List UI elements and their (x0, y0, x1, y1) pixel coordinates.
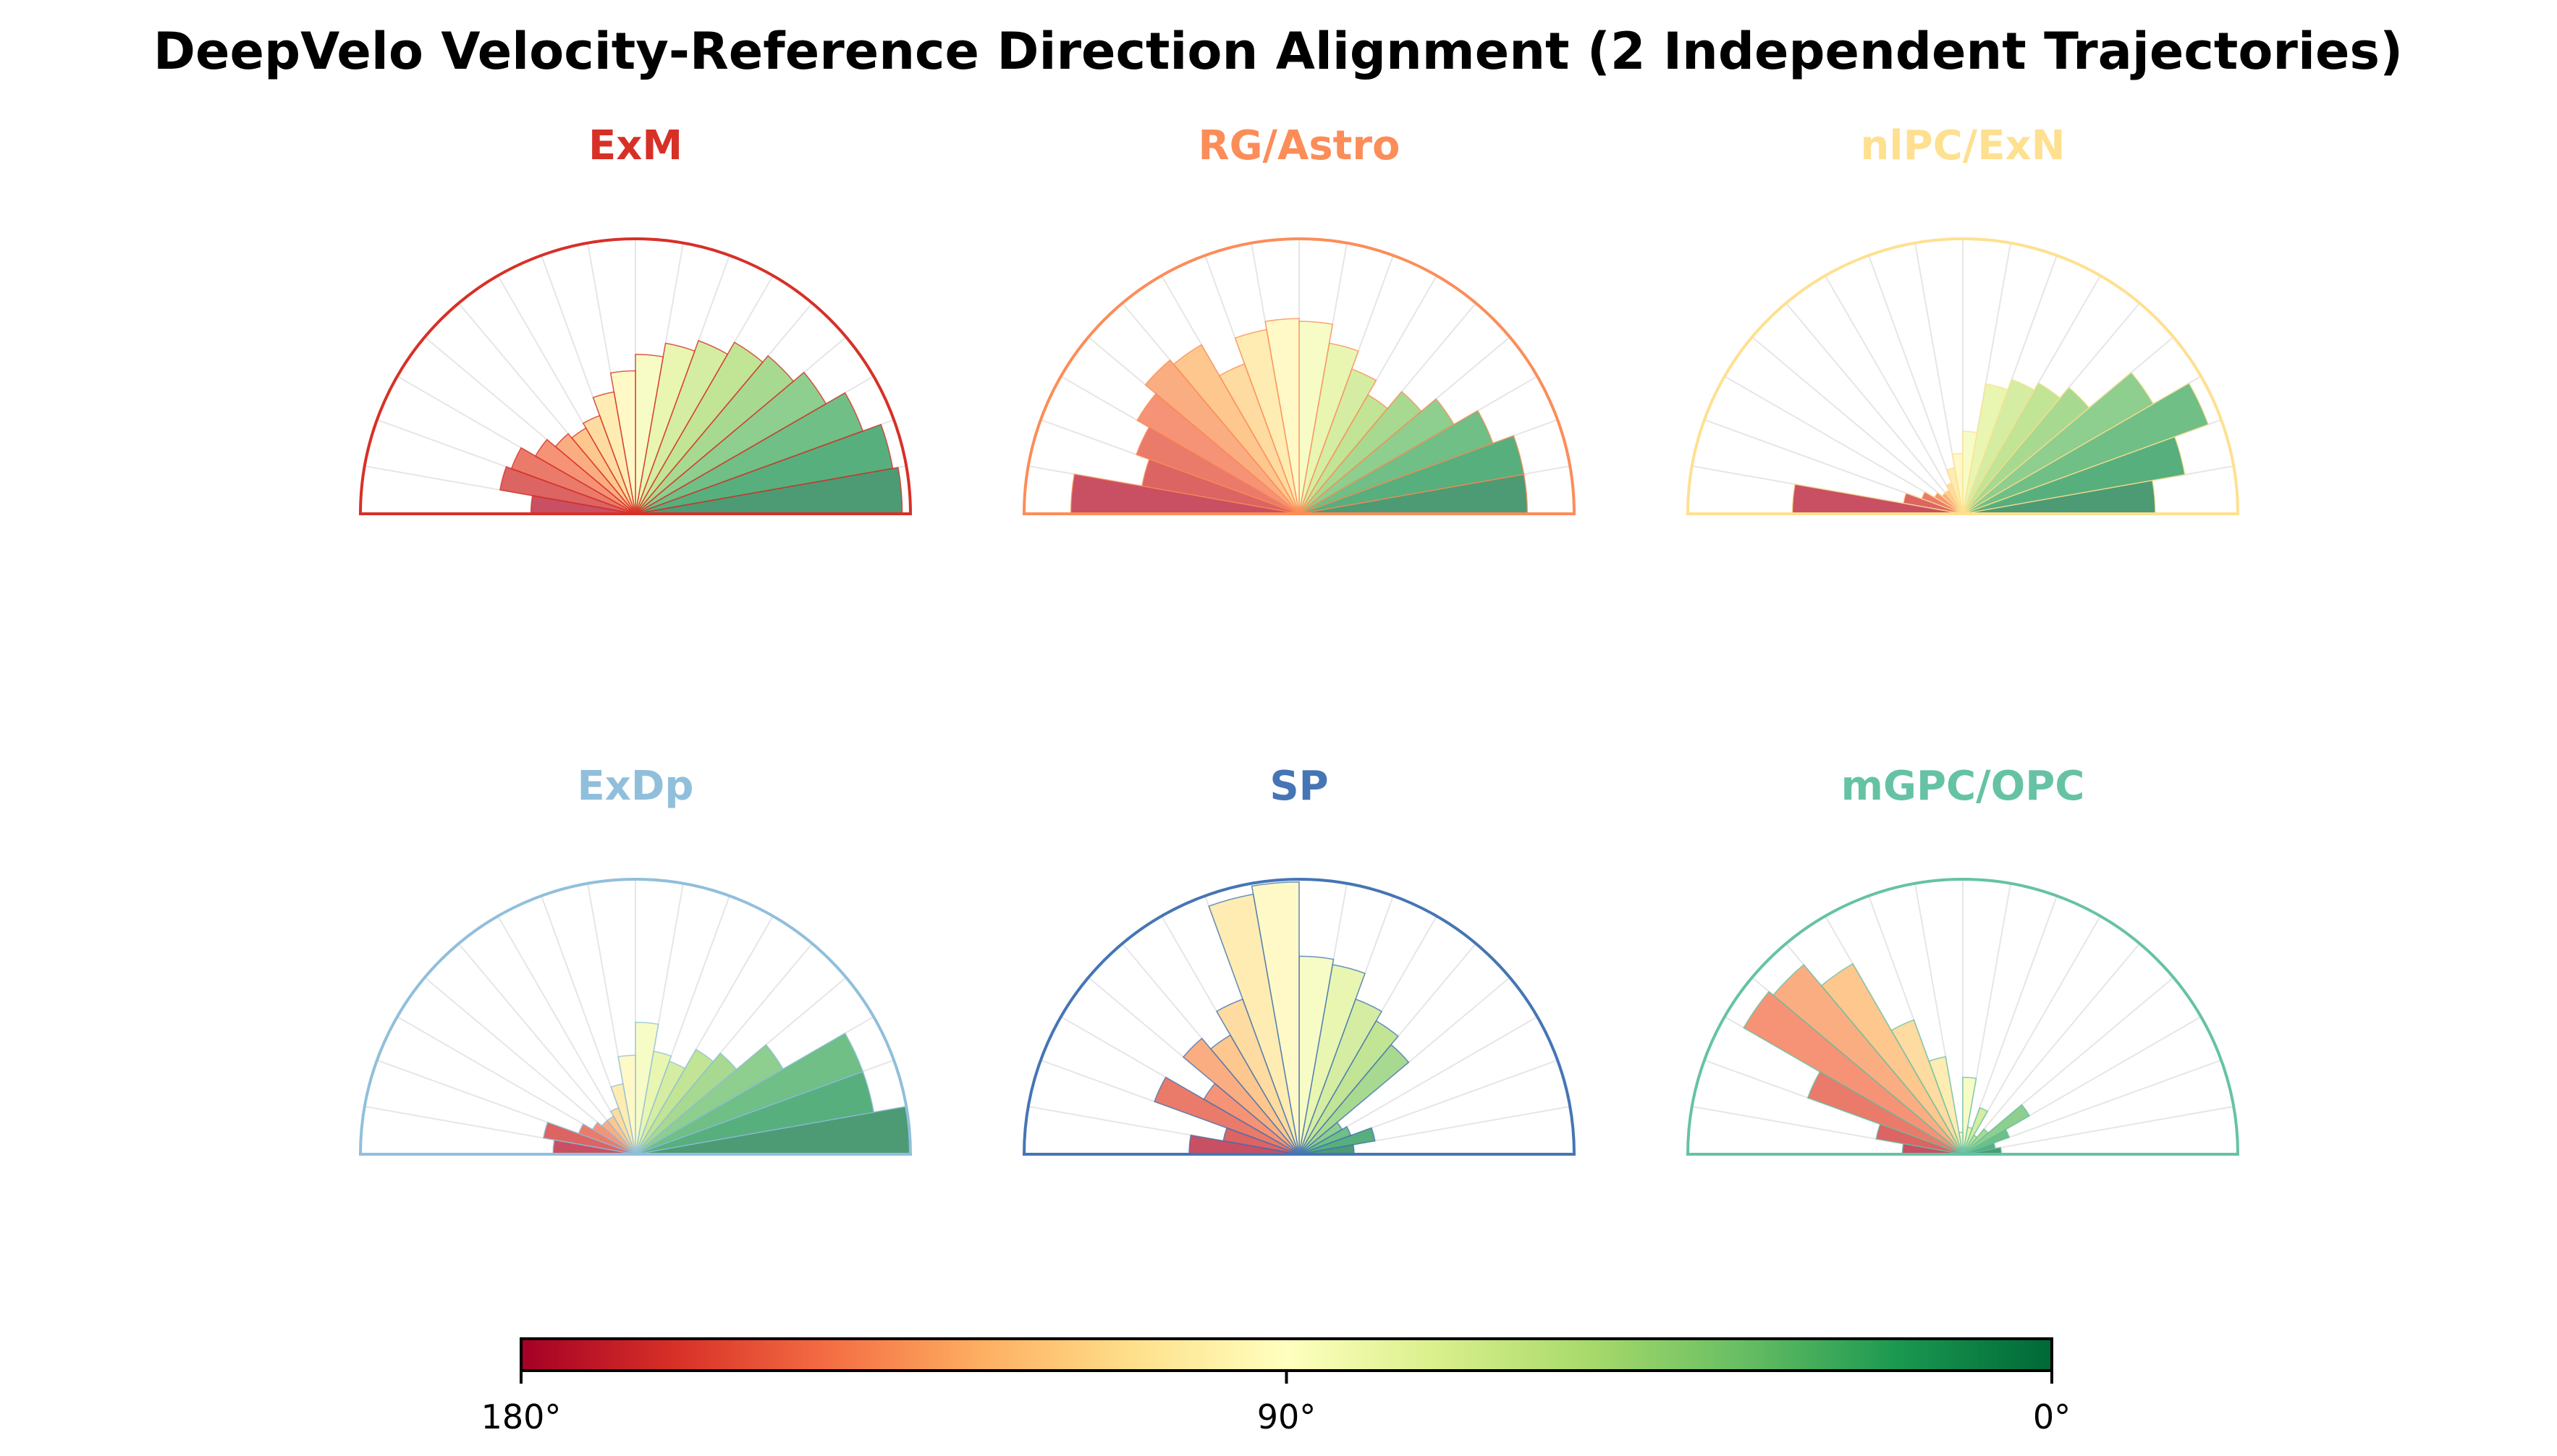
grid-spoke (1962, 1106, 2234, 1155)
polar-bar (1962, 1104, 2031, 1155)
panel-title: nlPC/ExN (1861, 122, 2066, 169)
colorbar-tick-label: 180° (481, 1397, 562, 1436)
polar-bar (499, 466, 636, 515)
polar-bar (635, 391, 864, 515)
grid-spoke (1825, 275, 1964, 515)
polar-bar (1962, 1106, 1989, 1155)
polar-bar (1962, 381, 2061, 515)
polar-bar (1208, 893, 1300, 1155)
polar-bar (1962, 382, 2210, 515)
polar-bar (635, 1021, 659, 1155)
polar-bar (1298, 410, 1494, 515)
polar-bar (635, 423, 894, 515)
panel-title: mGPC/OPC (1841, 763, 2085, 810)
panel-title: ExDp (578, 763, 694, 810)
polar-bar (1234, 329, 1300, 515)
polar-bar (635, 371, 827, 515)
polar-bar (1962, 371, 2155, 515)
polar-bar (542, 1121, 636, 1155)
polar-panels: ExM RG/Astro nlPC/ExN ExDp SP mGPC/OPC (358, 122, 2240, 1156)
polar-bar (1298, 398, 1455, 515)
polar-bar (1962, 378, 2035, 515)
polar-bar (1962, 383, 2009, 515)
polar-bar (1215, 998, 1300, 1155)
polar-panel: ExM (358, 122, 913, 515)
polar-panel: nlPC/ExN (1686, 122, 2240, 515)
polar-bar (635, 342, 696, 515)
grid-spoke (1962, 943, 2141, 1155)
colorbar-tick-label: 90° (1257, 1397, 1316, 1436)
polar-frame (358, 878, 913, 1156)
figure-title: DeepVelo Velocity-Reference Direction Al… (153, 22, 2403, 81)
panel-title: ExM (588, 122, 682, 169)
polar-frame (1686, 878, 2240, 1156)
polar-panel: SP (1022, 763, 1576, 1156)
polar-frame (358, 237, 913, 515)
polar-bar (1962, 386, 2090, 515)
grid-spoke (457, 943, 636, 1155)
polar-bar (1298, 391, 1422, 515)
grid-spoke (1785, 302, 1964, 515)
polar-bar (1962, 1076, 1977, 1155)
polar-bar (1298, 435, 1525, 515)
polar-bar (1743, 991, 1964, 1155)
polar-bar (635, 1052, 737, 1155)
polar-frame (1686, 237, 2240, 515)
polar-bar (1875, 1123, 1964, 1155)
polar-bar (635, 342, 764, 515)
colorbar-fill (520, 1337, 2053, 1372)
polar-bar (635, 355, 795, 515)
polar-bar (582, 415, 636, 515)
polar-frame (1022, 878, 1576, 1156)
polar-bar (1154, 1076, 1300, 1155)
polar-frame (1022, 237, 1576, 515)
panel-title: RG/Astro (1198, 122, 1400, 169)
polar-bar (1962, 431, 1978, 515)
polar-bar (1136, 392, 1300, 515)
polar-bar (635, 1044, 785, 1155)
polar-bar (1182, 1037, 1300, 1155)
colorbar: 180° 90° 0° (481, 1337, 2071, 1436)
polar-panel: mGPC/OPC (1686, 763, 2240, 1156)
polar-bar (635, 353, 664, 515)
grid-spoke (1724, 376, 1964, 515)
grid-spoke (1751, 336, 1964, 515)
polar-bar (635, 1049, 714, 1155)
polar-bar (1806, 1070, 1964, 1155)
polar-panel: RG/Astro (1022, 122, 1576, 515)
panel-title: SP (1269, 763, 1328, 810)
polar-bar (635, 339, 729, 515)
colorbar-tick-label: 0° (2033, 1397, 2071, 1436)
polar-bar (1136, 426, 1300, 515)
colorbar-ticks: 180° 90° 0° (481, 1371, 2071, 1436)
polar-bar (1962, 1128, 1989, 1155)
polar-bar (1144, 359, 1300, 515)
polar-bar (635, 1032, 864, 1155)
polar-panel: ExDp (358, 763, 913, 1156)
